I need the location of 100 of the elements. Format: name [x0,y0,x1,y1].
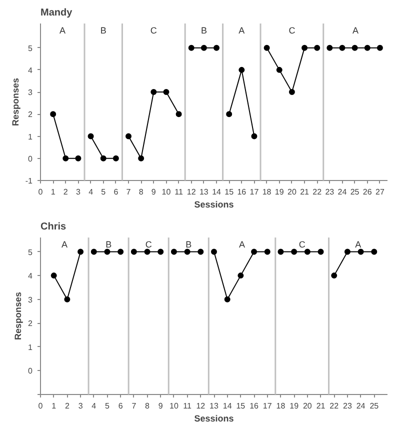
x-tick-label: 16 [250,402,260,410]
y-tick-label: 2 [28,110,34,120]
x-tick-label: 4 [92,402,97,410]
x-tick-label: 10 [170,402,179,410]
annotation: C [150,26,158,36]
point [50,272,57,279]
y-tick-label: 1 [28,132,34,142]
point [88,133,94,140]
x-tick-label: 4 [88,188,94,196]
point [364,44,370,51]
x-tick-label: 23 [343,402,352,410]
annotation: B [186,240,192,250]
point [288,89,295,96]
x-tick-label: 19 [274,188,284,196]
x-tick-label: 8 [145,402,150,410]
point [278,248,284,255]
x-tick-label: 18 [276,402,286,410]
x-tick-label: 17 [262,402,272,410]
point [104,248,110,255]
x-tick-label: 20 [288,188,297,196]
point [50,111,56,118]
annotation: B [100,26,106,36]
x-tick-label: 8 [138,188,144,196]
annotation: A [60,26,66,36]
x-tick-label: 25 [350,188,360,196]
annotation: A [352,26,358,36]
annotation: A [355,240,362,250]
point [170,248,177,255]
y-tick-label: 2 [28,319,34,328]
point [163,89,170,96]
point [344,248,350,255]
point [100,155,106,162]
y-tick-label: 5 [28,44,34,53]
point [144,248,150,255]
x-tick-label: 12 [196,402,206,410]
x-tick-label: 14 [222,402,232,410]
x-tick-label: 16 [237,188,247,196]
point [64,296,70,302]
x-tick-label: 6 [114,188,119,196]
point [371,248,378,255]
y-tick-label: 4 [28,66,34,75]
x-tick-label: 10 [162,188,172,196]
x-tick-label: 7 [132,402,137,410]
y-tick-label: 1 [28,342,34,352]
x-tick-label: 15 [236,402,246,410]
point [112,155,119,162]
x-tick-label: 5 [105,402,110,410]
y-axis-title: Responses [13,292,24,340]
point [358,248,364,255]
x-tick-label: 22 [312,188,322,196]
point [264,248,270,255]
x-tick-label: 2 [63,188,68,196]
annotation: C [288,26,296,36]
point [226,111,232,118]
x-tick-label: 3 [76,188,81,196]
x-tick-label: 9 [158,402,164,410]
x-tick-label: 25 [370,402,380,410]
x-tick-label: 17 [250,188,260,196]
annotation: A [62,240,68,250]
x-tick-label: 5 [101,188,106,196]
x-tick-label: 3 [78,402,84,410]
point [276,66,282,73]
point [188,44,194,51]
point [331,272,338,279]
point [314,44,320,51]
x-tick-label: 24 [338,188,348,196]
x-tick-label: 22 [330,402,340,410]
point [214,44,220,51]
chart-title: Mandy [40,8,73,18]
annotation: C [298,240,306,250]
annotation: B [106,240,112,250]
annotation: B [200,26,207,36]
x-tick-label: 24 [356,402,366,410]
point [318,248,324,255]
point [304,248,310,255]
point [238,272,244,279]
point [376,44,383,51]
x-tick-label: 21 [300,188,310,196]
x-axis-title: Sessions [194,200,234,210]
x-tick-label: 9 [151,188,156,196]
x-tick-label: 0 [38,188,44,196]
annotation: A [238,26,245,36]
point [158,248,164,255]
x-tick-label: 13 [199,188,209,196]
point [291,248,298,255]
point [302,44,308,51]
point [62,155,69,162]
point [352,44,358,51]
annotation: C [145,240,152,250]
point [75,155,82,162]
x-tick-label: 6 [118,402,124,410]
point [184,248,190,255]
y-tick-label: 3 [28,295,34,304]
x-tick-label: 1 [50,188,56,196]
point [78,248,84,255]
point [326,44,333,51]
point [211,248,217,255]
y-tick-label: 3 [28,88,34,98]
point [224,296,230,302]
x-tick-label: 21 [316,402,326,410]
